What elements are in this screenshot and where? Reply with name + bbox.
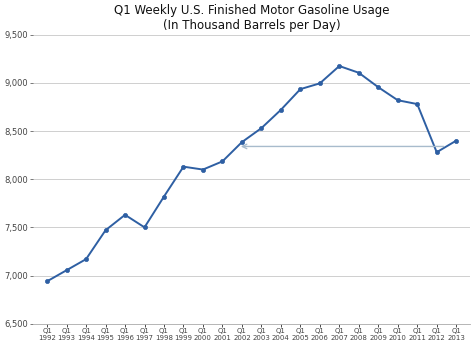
Title: Q1 Weekly U.S. Finished Motor Gasoline Usage
(In Thousand Barrels per Day): Q1 Weekly U.S. Finished Motor Gasoline U…: [114, 4, 390, 32]
